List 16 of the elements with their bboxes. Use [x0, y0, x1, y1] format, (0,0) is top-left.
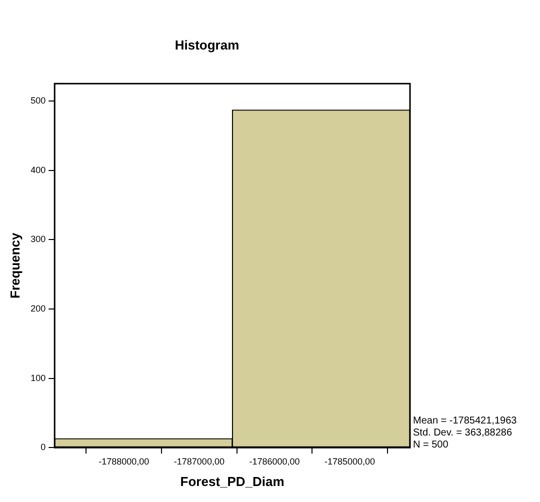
y-tick-label: 200 — [30, 303, 46, 314]
text: N = 500 — [413, 439, 449, 450]
y-tick-label: 0 — [40, 442, 46, 452]
x-tick-label: -1785000,00 — [324, 456, 376, 466]
x-tick-label: -1787000,00 — [174, 456, 224, 466]
text: Mean = -1785421,1963 — [413, 415, 518, 426]
y-axis-title: Frequency — [7, 232, 22, 298]
y-tick-label: 400 — [30, 164, 46, 175]
y-tick-label: 300 — [30, 234, 46, 244]
y-tick-label: 100 — [30, 372, 46, 383]
y-tick-label: 500 — [30, 95, 46, 106]
text: Std. Dev. = 363,88286 — [413, 427, 512, 438]
chart-title: Histogram — [174, 37, 240, 52]
x-tick-label: -1788000,00 — [98, 456, 150, 466]
x-axis-title: Forest_PD_Diam — [180, 474, 284, 489]
x-tick-label: -1786000,00 — [249, 456, 300, 466]
